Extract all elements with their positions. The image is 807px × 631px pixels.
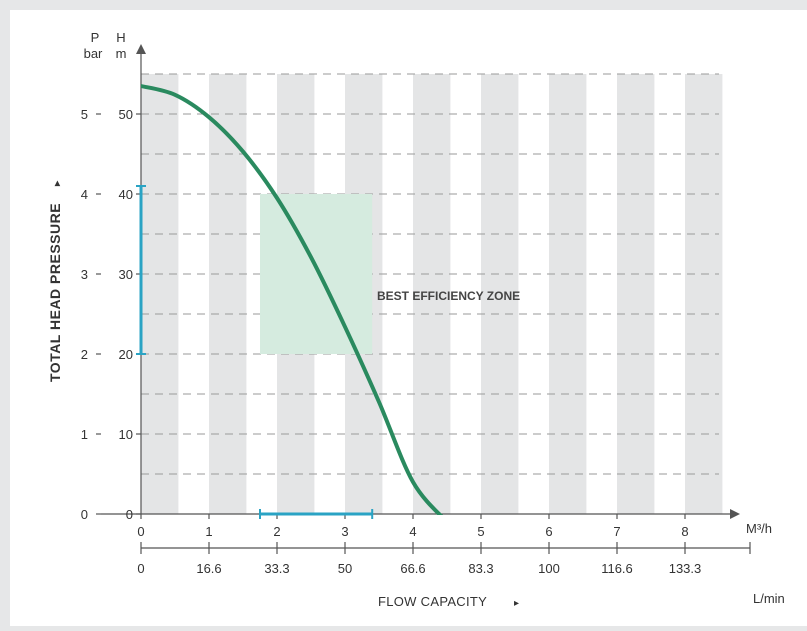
background-band [549,74,587,514]
operating-ranges [136,185,374,519]
background-band [141,74,179,514]
chart-panel: BEST EFFICIENCY ZONE 0 0 10 1 20 2 30 3 40 4 50 5 0 1… [10,10,807,626]
y-tick-label-m: 50 [119,107,133,122]
x-tick-label-lmin: 50 [338,561,352,576]
x-tick-label-lmin: 83.3 [468,561,493,576]
y-axis-arrowhead [136,44,146,54]
y-tick-label-m: 20 [119,347,133,362]
x-tick-label-m3h: 2 [273,524,280,539]
x-tick-label-m3h: 0 [137,524,144,539]
y-tick-label-bar: 5 [81,107,88,122]
background-band [685,74,723,514]
y-tick-label-m: 10 [119,427,133,442]
background-band [413,74,451,514]
y-tick-label-m: 0 [126,507,133,522]
x-axis-arrowhead [730,509,740,519]
y-tick-label-m: 40 [119,187,133,202]
x-tick-label-lmin: 133.3 [669,561,702,576]
performance-curve [141,84,443,515]
performance-curve-line [141,84,443,515]
y-tick-label-bar: 1 [81,427,88,442]
y-axis-title: TOTAL HEAD PRESSURE [47,203,63,382]
x-unit-lmin: L/min [753,591,785,606]
x-tick-label-m3h: 8 [681,524,688,539]
background-band [209,74,247,514]
grid-lines [141,73,719,475]
x-tick-label-m3h: 1 [205,524,212,539]
x-unit-m3h: M³/h [746,521,772,536]
y-unit-p-letter: P [91,30,100,45]
y-axis-title-group: TOTAL HEAD PRESSURE ▸ [47,180,63,382]
x-tick-label-m3h: 5 [477,524,484,539]
y-unit-bar: bar [84,46,103,61]
y-tick-label-m: 30 [119,267,133,282]
y-axis-title-arrow: ▸ [52,180,63,187]
x-tick-label-lmin: 16.6 [196,561,221,576]
y-tick-label-bar: 4 [81,187,88,202]
background-band [617,74,655,514]
y-tick-label-bar: 0 [81,507,88,522]
best-efficiency-zone-label: BEST EFFICIENCY ZONE [377,289,520,303]
best-efficiency-zone-area [260,194,373,354]
x-tick-label-lmin: 116.6 [601,561,633,576]
background-band [481,74,519,514]
x-axis-title: FLOW CAPACITY [378,594,487,609]
x-tick-label-lmin: 33.3 [264,561,289,576]
x-tick-label-lmin: 0 [137,561,144,576]
best-efficiency-zone: BEST EFFICIENCY ZONE [260,194,520,354]
x-tick-label-m3h: 3 [341,524,348,539]
x-tick-label-m3h: 4 [409,524,416,539]
x-tick-label-lmin: 66.6 [400,561,425,576]
x-tick-label-m3h: 6 [545,524,552,539]
y-tick-label-bar: 3 [81,267,88,282]
y-unit-m: m [116,46,127,61]
x-axis-title-arrow: ▸ [514,598,519,609]
y-unit-h-letter: H [116,30,125,45]
x-tick-label-m3h: 7 [613,524,620,539]
y-tick-label-bar: 2 [81,347,88,362]
x-tick-label-lmin: 100 [538,561,560,576]
